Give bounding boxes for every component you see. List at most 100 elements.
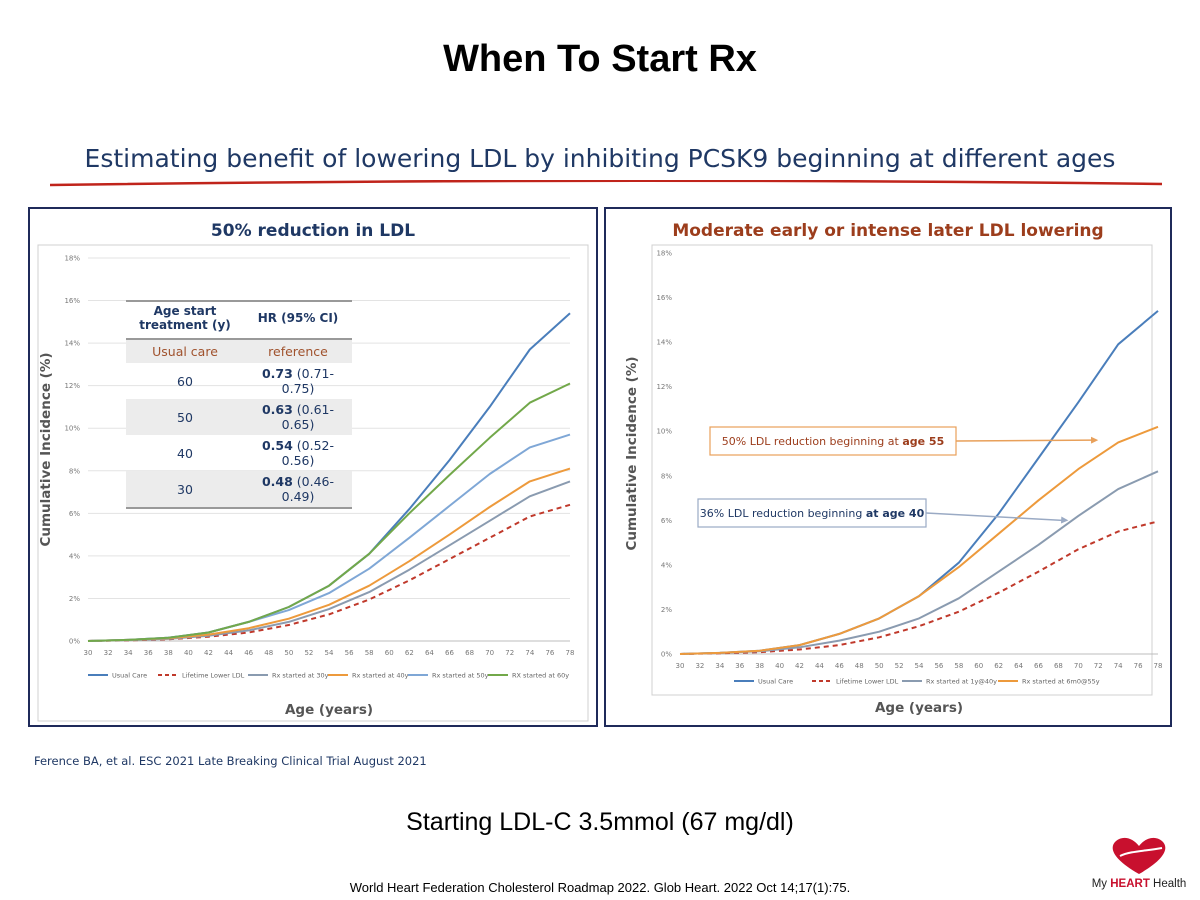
x-tick-label: 42 <box>204 649 213 657</box>
y-axis-label: Cumulative Incidence (%) <box>624 356 640 550</box>
chart-frame <box>651 244 1153 696</box>
right-chart-panel: Moderate early or intense later LDL lowe… <box>604 207 1172 727</box>
hazard-ratio-table: Age start treatment (y) HR (95% CI) Usua… <box>126 300 352 509</box>
series-line-3 <box>679 425 1159 655</box>
table-header-hr: HR (95% CI) <box>244 300 352 340</box>
annotation-text: 50% LDL reduction beginning at age 55 <box>722 435 944 448</box>
annotation-arrowhead <box>1061 516 1069 524</box>
subtitle-underline <box>50 180 1163 187</box>
heart-icon <box>1112 837 1166 874</box>
x-tick-label: 54 <box>915 662 924 670</box>
y-tick-label: 4% <box>69 552 80 560</box>
x-tick-label: 34 <box>124 649 133 657</box>
x-tick-label: 46 <box>835 662 844 670</box>
annotation-text: 36% LDL reduction beginning at age 40 <box>700 507 925 520</box>
y-tick-label: 12% <box>656 383 672 391</box>
x-tick-label: 42 <box>795 662 804 670</box>
x-tick-label: 48 <box>855 662 864 670</box>
table-row: 40 0.54 (0.52-0.56) <box>126 435 352 471</box>
y-tick-label: 10% <box>656 428 672 436</box>
left-chart-title: 50% reduction in LDL <box>210 221 416 241</box>
legend-label: Lifetime Lower LDL <box>836 678 899 686</box>
y-tick-label: 0% <box>69 638 80 646</box>
x-tick-label: 76 <box>1134 662 1143 670</box>
y-tick-label: 0% <box>661 651 672 659</box>
x-tick-label: 52 <box>895 662 904 670</box>
x-tick-label: 46 <box>244 649 253 657</box>
x-tick-label: 64 <box>1014 662 1023 670</box>
y-tick-label: 4% <box>661 561 672 569</box>
series-line-1 <box>87 503 571 642</box>
x-tick-label: 32 <box>695 662 704 670</box>
slide-title: When To Start Rx <box>443 38 757 80</box>
x-tick-label: 74 <box>525 649 534 657</box>
table-cell-age: 40 <box>177 445 193 461</box>
x-tick-label: 60 <box>385 649 394 657</box>
my-heart-health-logo: My HEART Health <box>1084 834 1194 894</box>
x-tick-label: 44 <box>815 662 824 670</box>
x-tick-label: 72 <box>505 649 514 657</box>
series-line-1 <box>679 520 1159 655</box>
x-tick-label: 40 <box>184 649 193 657</box>
legend-label: Usual Care <box>758 678 793 686</box>
x-tick-label: 44 <box>224 649 233 657</box>
x-tick-label: 68 <box>465 649 474 657</box>
y-tick-label: 16% <box>656 294 672 302</box>
x-tick-label: 70 <box>485 649 494 657</box>
x-tick-label: 58 <box>954 662 963 670</box>
starting-ldl-text: Starting LDL-C 3.5mmol (67 mg/dl) <box>406 808 794 836</box>
x-tick-label: 64 <box>425 649 434 657</box>
y-tick-label: 10% <box>64 425 80 433</box>
right-chart: 0% 2% 4% 6% 8% 10% 12% 14% 16% 18% 30 32 34 36 38 40 42 4… <box>624 244 1163 716</box>
x-tick-label: 78 <box>566 649 575 657</box>
legend-label: Rx started at 1y@40y <box>926 678 997 686</box>
left-chart-panel: 50% reduction in LDL 0% 2% 4% 6% 8% 10% 12% 14%… <box>28 207 598 727</box>
table-cell-hr: 0.63 (0.61-0.65) <box>244 399 352 435</box>
y-tick-label: 16% <box>64 297 80 305</box>
x-tick-label: 56 <box>934 662 943 670</box>
x-tick-label: 76 <box>545 649 554 657</box>
x-tick-label: 62 <box>994 662 1003 670</box>
table-cell-age: 60 <box>177 373 193 389</box>
legend-label: Rx started at 40y <box>352 672 409 680</box>
table-cell-hr: 0.54 (0.52-0.56) <box>261 438 335 468</box>
x-tick-label: 40 <box>775 662 784 670</box>
logo-text: My HEART Health <box>1091 878 1187 890</box>
x-tick-label: 36 <box>144 649 153 657</box>
legend-label: Rx started at 50y <box>432 672 489 680</box>
annotation-arrow <box>955 439 1093 442</box>
x-tick-label: 58 <box>365 649 374 657</box>
x-tick-label: 52 <box>304 649 313 657</box>
x-tick-label: 78 <box>1154 662 1163 670</box>
x-axis-label: Age (years) <box>875 700 963 716</box>
x-tick-label: 54 <box>325 649 334 657</box>
y-tick-label: 8% <box>661 472 672 480</box>
annotation-box <box>697 498 927 528</box>
y-axis-label: Cumulative Incidence (%) <box>38 352 54 546</box>
y-tick-label: 8% <box>69 467 80 475</box>
x-tick-label: 72 <box>1094 662 1103 670</box>
annotation-arrowhead <box>1091 436 1099 444</box>
table-row: 60 0.73 (0.71-0.75) <box>126 363 352 399</box>
table-header-age: Age start treatment (y) <box>126 300 244 340</box>
y-tick-label: 2% <box>69 595 80 603</box>
table-row: Usual care reference <box>126 339 352 363</box>
x-tick-label: 38 <box>755 662 764 670</box>
legend-label: Rx started at 6m0@55y <box>1022 678 1100 686</box>
x-tick-label: 34 <box>715 662 724 670</box>
table-cell-hr: 0.48 (0.46-0.49) <box>244 471 352 509</box>
x-tick-label: 66 <box>1034 662 1043 670</box>
table-cell-age: 30 <box>126 471 244 509</box>
y-tick-label: 14% <box>64 340 80 348</box>
table-cell-age: 50 <box>126 399 244 435</box>
x-tick-label: 50 <box>875 662 884 670</box>
table-row: 50 0.63 (0.61-0.65) <box>126 399 352 435</box>
x-tick-label: 38 <box>164 649 173 657</box>
x-tick-label: 68 <box>1054 662 1063 670</box>
x-tick-label: 36 <box>735 662 744 670</box>
x-axis-label: Age (years) <box>285 702 373 718</box>
legend-label: Usual Care <box>112 672 147 680</box>
table-row: 30 0.48 (0.46-0.49) <box>126 471 352 509</box>
x-tick-label: 62 <box>405 649 414 657</box>
y-tick-label: 18% <box>64 255 80 263</box>
